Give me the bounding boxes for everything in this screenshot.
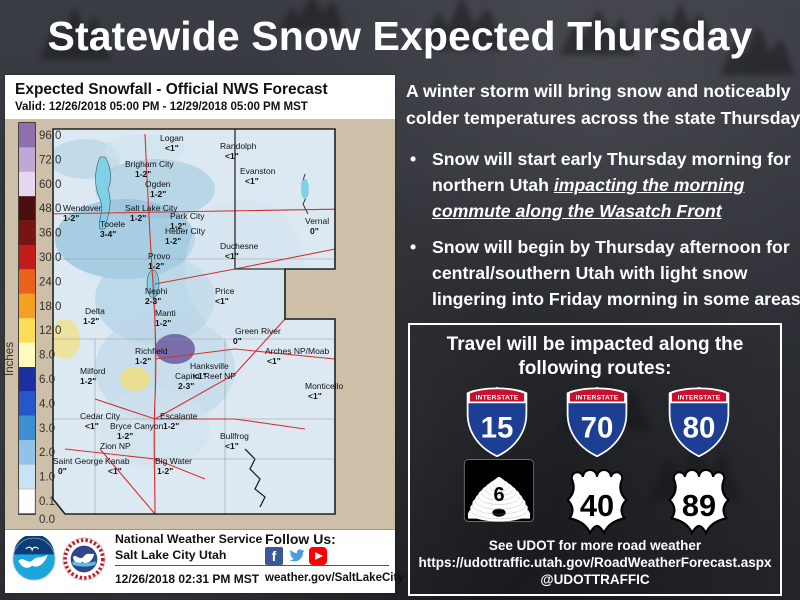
svg-text:24.0: 24.0	[39, 276, 61, 288]
svg-text:18.0: 18.0	[39, 301, 61, 313]
svg-text:Bullfrog: Bullfrog	[220, 431, 249, 441]
svg-text:8.0: 8.0	[39, 350, 55, 362]
svg-text:1-2": 1-2"	[170, 221, 186, 231]
svg-text:<1": <1"	[245, 176, 259, 186]
svg-text:1-2": 1-2"	[163, 421, 179, 431]
svg-text:<1": <1"	[165, 143, 179, 153]
svg-text:<1": <1"	[225, 441, 239, 451]
svg-text:1-2": 1-2"	[135, 356, 151, 366]
svg-text:36.0: 36.0	[39, 228, 61, 240]
svg-text:70: 70	[581, 411, 614, 444]
svg-text:Price: Price	[215, 286, 235, 296]
svg-text:2-3": 2-3"	[145, 296, 161, 306]
svg-text:1-2": 1-2"	[63, 213, 79, 223]
svg-text:96.0: 96.0	[39, 130, 61, 142]
svg-text:Logan: Logan	[160, 133, 184, 143]
svg-text:Duchesne: Duchesne	[220, 241, 259, 251]
svg-text:Evanston: Evanston	[240, 166, 276, 176]
svg-text:0": 0"	[58, 466, 67, 476]
svg-text:0.1: 0.1	[39, 496, 55, 508]
svg-text:6.0: 6.0	[39, 374, 55, 386]
svg-text:12.0: 12.0	[39, 325, 61, 337]
svg-text:Zion NP: Zion NP	[100, 441, 131, 451]
svg-text:Saint George: Saint George	[53, 456, 103, 466]
svg-text:4.0: 4.0	[39, 398, 55, 410]
svg-text:1-2": 1-2"	[165, 236, 181, 246]
svg-text:6: 6	[493, 484, 504, 506]
svg-text:Escalante: Escalante	[160, 411, 198, 421]
svg-text:0": 0"	[310, 226, 319, 236]
svg-text:Bryce Canyon: Bryce Canyon	[110, 421, 164, 431]
svg-text:89: 89	[682, 488, 716, 523]
svg-text:INTERSTATE: INTERSTATE	[678, 395, 721, 402]
svg-text:3-4": 3-4"	[100, 229, 116, 239]
svg-text:60.0: 60.0	[39, 179, 61, 191]
svg-text:0.0: 0.0	[39, 514, 55, 526]
svg-text:<1": <1"	[108, 466, 122, 476]
svg-text:<1": <1"	[225, 151, 239, 161]
svg-text:Cedar City: Cedar City	[80, 411, 121, 421]
svg-text:80: 80	[683, 411, 716, 444]
svg-text:Delta: Delta	[85, 306, 105, 316]
svg-text:Hanksville: Hanksville	[190, 361, 229, 371]
svg-text:1-2": 1-2"	[130, 213, 146, 223]
svg-text:1-2": 1-2"	[80, 376, 96, 386]
svg-text:<1": <1"	[225, 251, 239, 261]
svg-text:48.0: 48.0	[39, 203, 61, 215]
svg-text:<1": <1"	[215, 296, 229, 306]
svg-text:f: f	[272, 548, 277, 564]
svg-text:Green River: Green River	[235, 326, 281, 336]
svg-text:1-2": 1-2"	[117, 431, 133, 441]
svg-text:1-2": 1-2"	[83, 316, 99, 326]
svg-text:0": 0"	[233, 336, 242, 346]
svg-text:Milford: Milford	[80, 366, 106, 376]
svg-text:<1": <1"	[85, 421, 99, 431]
svg-text:<1": <1"	[193, 371, 207, 381]
svg-text:30.0: 30.0	[39, 252, 61, 264]
svg-text:Wendover: Wendover	[63, 203, 102, 213]
svg-text:Big Water: Big Water	[155, 456, 192, 466]
svg-text:Tooele: Tooele	[100, 219, 125, 229]
svg-text:1.0: 1.0	[39, 472, 55, 484]
svg-text:72.0: 72.0	[39, 154, 61, 166]
svg-text:Provo: Provo	[148, 251, 170, 261]
svg-text:Ogden: Ogden	[145, 179, 171, 189]
svg-text:3.0: 3.0	[39, 423, 55, 435]
svg-text:Monticello: Monticello	[305, 381, 344, 391]
svg-text:<1": <1"	[267, 356, 281, 366]
svg-text:1-2": 1-2"	[155, 318, 171, 328]
svg-text:2-3": 2-3"	[178, 381, 194, 391]
svg-text:Vernal: Vernal	[305, 216, 329, 226]
svg-text:1-2": 1-2"	[135, 169, 151, 179]
svg-text:Nephi: Nephi	[145, 286, 167, 296]
svg-text:INTERSTATE: INTERSTATE	[476, 395, 519, 402]
svg-text:1-2": 1-2"	[148, 261, 164, 271]
svg-text:Richfield: Richfield	[135, 346, 168, 356]
svg-text:Brigham City: Brigham City	[125, 159, 174, 169]
svg-text:2.0: 2.0	[39, 447, 55, 459]
svg-text:Park City: Park City	[170, 211, 205, 221]
svg-text:1-2": 1-2"	[150, 189, 166, 199]
svg-text:15: 15	[481, 411, 514, 444]
svg-text:40: 40	[580, 488, 614, 523]
svg-text:Inches: Inches	[5, 342, 16, 376]
svg-text:Manti: Manti	[155, 308, 176, 318]
svg-text:Randolph: Randolph	[220, 141, 257, 151]
svg-text:1-2": 1-2"	[157, 466, 173, 476]
svg-text:INTERSTATE: INTERSTATE	[576, 395, 619, 402]
svg-text:Kanab: Kanab	[105, 456, 130, 466]
svg-text:Arches NP/Moab: Arches NP/Moab	[265, 346, 330, 356]
svg-text:<1": <1"	[308, 391, 322, 401]
